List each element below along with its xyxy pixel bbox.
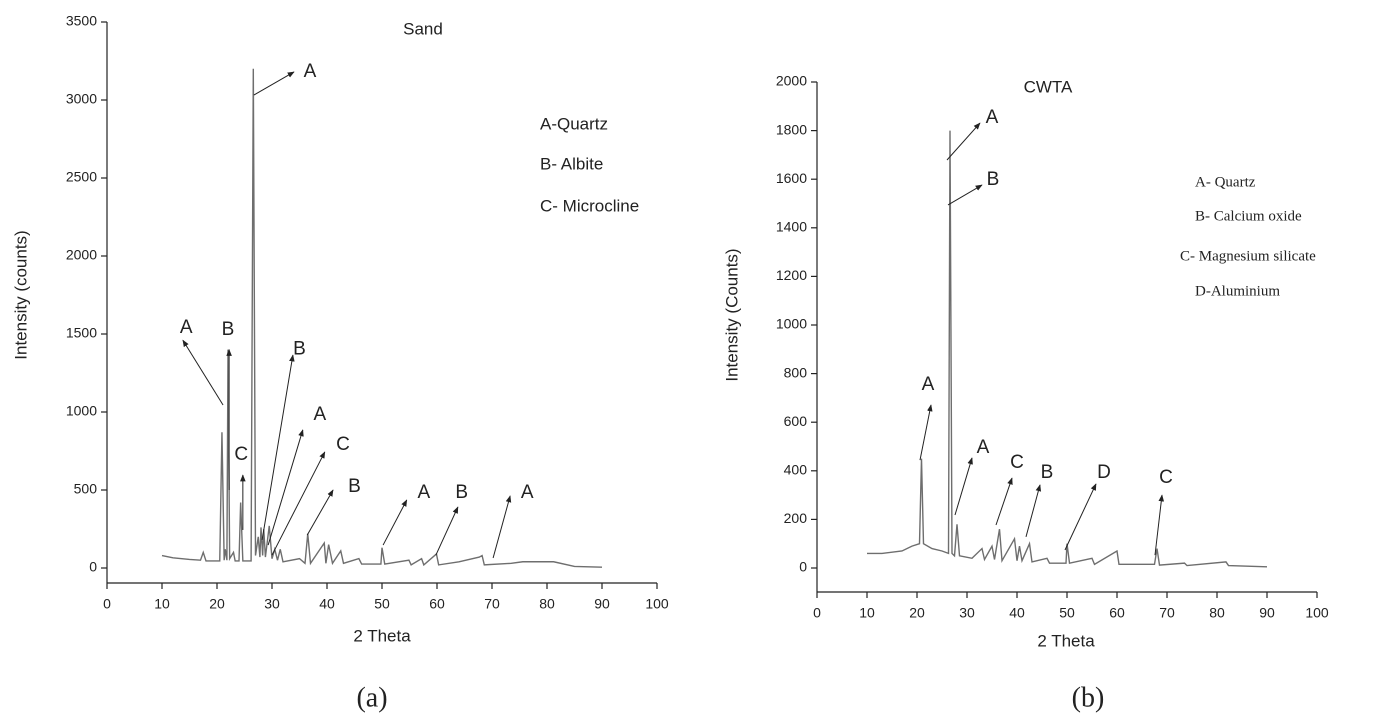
x-tick-label: 40 bbox=[319, 596, 335, 612]
legend-note: B- Calcium oxide bbox=[1195, 208, 1302, 224]
annotation-label: C bbox=[1010, 452, 1024, 473]
legend-note: C- Microcline bbox=[540, 196, 639, 215]
legend-note: D-Aluminium bbox=[1195, 283, 1280, 299]
annotation-label: C bbox=[1159, 467, 1173, 488]
annotation-arrow bbox=[1154, 494, 1165, 556]
y-tick-label: 1400 bbox=[776, 219, 807, 235]
annotation-arrow bbox=[306, 489, 334, 536]
annotation-label: A bbox=[922, 374, 935, 395]
x-tick-label: 80 bbox=[1209, 605, 1225, 621]
x-axis-label: 2 Theta bbox=[353, 626, 411, 645]
annotation-label: B bbox=[293, 339, 306, 360]
y-tick-label: 1500 bbox=[66, 325, 97, 341]
y-tick-label: 3500 bbox=[66, 13, 97, 29]
annotation-label: B bbox=[455, 482, 468, 503]
x-tick-label: 70 bbox=[484, 596, 500, 612]
annotation-arrow bbox=[995, 477, 1013, 526]
x-tick-label: 30 bbox=[264, 596, 280, 612]
annotation-label: A bbox=[986, 107, 999, 128]
annotation-arrow bbox=[253, 71, 295, 96]
x-tick-label: 40 bbox=[1009, 605, 1025, 621]
x-tick-label: 50 bbox=[374, 596, 390, 612]
chart-title: Sand bbox=[403, 19, 443, 38]
annotation-arrow bbox=[382, 499, 408, 546]
annotation-arrow bbox=[435, 506, 459, 556]
x-tick-label: 10 bbox=[154, 596, 170, 612]
y-tick-label: 800 bbox=[784, 364, 808, 380]
annotation-label: C bbox=[234, 444, 248, 465]
x-tick-label: 80 bbox=[539, 596, 555, 612]
annotation-arrow bbox=[946, 122, 981, 161]
y-tick-label: 1600 bbox=[776, 170, 807, 186]
annotation-label: A bbox=[304, 61, 317, 82]
x-tick-label: 0 bbox=[813, 605, 821, 621]
data-line bbox=[161, 68, 603, 568]
y-tick-label: 1200 bbox=[776, 267, 807, 283]
y-tick-label: 600 bbox=[784, 413, 808, 429]
annotation-label: A bbox=[180, 317, 193, 338]
annotation-label: A bbox=[521, 482, 534, 503]
annotation-label: B bbox=[348, 476, 361, 497]
x-tick-label: 0 bbox=[103, 596, 111, 612]
y-axis-label: Intensity (counts) bbox=[11, 230, 30, 359]
annotation-arrow bbox=[271, 451, 326, 556]
annotation-label: A bbox=[977, 437, 990, 458]
annotation-arrow bbox=[1064, 483, 1097, 551]
legend-note: A- Quartz bbox=[1195, 174, 1256, 190]
annotation-arrow bbox=[1025, 484, 1042, 538]
y-tick-label: 500 bbox=[74, 481, 98, 497]
y-tick-label: 400 bbox=[784, 462, 808, 478]
legend-note: A-Quartz bbox=[540, 114, 608, 133]
y-tick-label: 1000 bbox=[776, 316, 807, 332]
annotation-label: C bbox=[336, 434, 350, 455]
x-tick-label: 60 bbox=[429, 596, 445, 612]
annotation-label: D bbox=[1097, 462, 1111, 483]
y-tick-label: 0 bbox=[89, 559, 97, 575]
annotation-arrow bbox=[954, 457, 973, 516]
annotation-arrow bbox=[919, 404, 933, 461]
x-tick-label: 30 bbox=[959, 605, 975, 621]
annotation-arrow bbox=[267, 429, 304, 546]
chart: 0 200 400 600 800 1000 1200 1400 1600 1800 2000 0 10… bbox=[722, 73, 1328, 714]
x-tick-label: 20 bbox=[909, 605, 925, 621]
annotation-arrow bbox=[492, 495, 512, 559]
annotation-label: B bbox=[222, 319, 235, 340]
chart: 0 500 1000 1500 2000 2500 3000 3500 0 10 20 30 40 50 6… bbox=[11, 13, 668, 714]
y-tick-label: 1000 bbox=[66, 403, 97, 419]
annotation-arrow bbox=[947, 184, 983, 206]
y-tick-label: 200 bbox=[784, 510, 808, 526]
caption: (a) bbox=[356, 682, 387, 713]
annotation-arrow bbox=[182, 339, 224, 406]
y-tick-label: 2000 bbox=[776, 73, 807, 89]
x-tick-label: 50 bbox=[1059, 605, 1075, 621]
legend-note: B- Albite bbox=[540, 154, 603, 173]
legend-note: C- Magnesium silicate bbox=[1180, 248, 1316, 264]
y-tick-label: 3000 bbox=[66, 91, 97, 107]
y-tick-label: 2000 bbox=[66, 247, 97, 263]
caption: (b) bbox=[1072, 682, 1105, 713]
annotation-label: A bbox=[314, 404, 327, 425]
annotation-label: B bbox=[987, 169, 1000, 190]
x-axis-label: 2 Theta bbox=[1037, 631, 1095, 650]
x-tick-label: 60 bbox=[1109, 605, 1125, 621]
x-tick-label: 70 bbox=[1159, 605, 1175, 621]
x-tick-label: 100 bbox=[1305, 605, 1329, 621]
annotation-arrow bbox=[261, 354, 295, 541]
chart-title: CWTA bbox=[1024, 77, 1073, 96]
x-tick-label: 90 bbox=[594, 596, 610, 612]
y-axis-label: Intensity (Counts) bbox=[722, 248, 741, 381]
data-line bbox=[867, 130, 1268, 568]
x-tick-label: 10 bbox=[859, 605, 875, 621]
x-tick-label: 90 bbox=[1259, 605, 1275, 621]
y-tick-label: 1800 bbox=[776, 121, 807, 137]
annotation-label: A bbox=[417, 482, 430, 503]
annotation-label: B bbox=[1041, 462, 1054, 483]
x-tick-label: 20 bbox=[209, 596, 225, 612]
x-tick-label: 100 bbox=[645, 596, 669, 612]
y-tick-label: 0 bbox=[799, 559, 807, 575]
y-tick-label: 2500 bbox=[66, 169, 97, 185]
